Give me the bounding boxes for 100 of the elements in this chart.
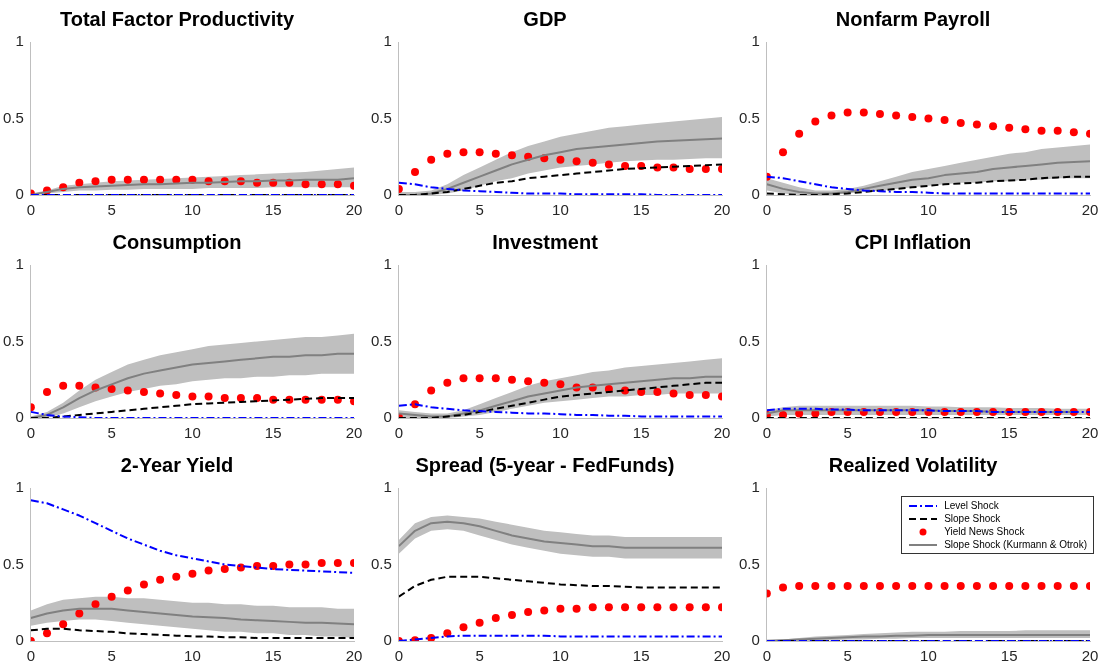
point [701, 164, 710, 173]
x-tick-label: 20 [1081, 424, 1099, 442]
point [940, 116, 949, 125]
point [59, 620, 68, 629]
point [491, 149, 500, 158]
chart-title: Realized Volatility [828, 453, 999, 476]
point [1037, 126, 1046, 135]
x-tick-label: 10 [552, 647, 569, 665]
point [156, 389, 165, 398]
x-tick-label: 15 [632, 424, 650, 442]
y-tick-label: 1 [383, 32, 392, 50]
x-tick-label: 15 [1000, 424, 1018, 442]
x-tick-label: 20 [1081, 647, 1099, 665]
y-tick-label: 1 [751, 255, 760, 273]
x-tick-label: 0 [26, 201, 36, 219]
y-tick-label: 0.5 [370, 108, 392, 126]
x-tick-label: 0 [394, 424, 404, 442]
y-tick-label: 0 [383, 408, 392, 426]
point [908, 112, 917, 121]
point [301, 560, 310, 569]
x-tick-label: 20 [713, 647, 731, 665]
x-tick-label: 5 [475, 201, 484, 219]
x-tick-label: 5 [475, 424, 484, 442]
point [475, 148, 484, 157]
y-tick-label: 0 [383, 631, 392, 649]
point [588, 158, 597, 167]
y-tick-label: 0 [751, 408, 760, 426]
y-tick-label: 0.5 [370, 331, 392, 349]
x-tick-label: 10 [552, 424, 569, 442]
x-tick-label: 5 [843, 424, 852, 442]
legend-label: Slope Shock [944, 512, 1001, 525]
x-tick-label: 10 [552, 201, 569, 219]
x-tick-label: 5 [843, 201, 852, 219]
point [507, 151, 516, 160]
point [459, 148, 468, 157]
y-tick-label: 0.5 [2, 331, 24, 349]
chart-title: GDP [523, 7, 567, 30]
point [427, 155, 436, 164]
point [43, 629, 52, 638]
point [859, 108, 868, 117]
x-tick-label: 5 [107, 424, 116, 442]
point [59, 381, 68, 390]
point [604, 160, 613, 169]
x-tick-label: 15 [632, 201, 650, 219]
point [204, 566, 213, 575]
point [139, 580, 148, 589]
chart-title: Nonfarm Payroll [835, 7, 991, 30]
x-tick-label: 20 [713, 201, 731, 219]
point [572, 157, 581, 166]
y-tick-label: 0 [15, 185, 24, 203]
x-tick-label: 10 [184, 424, 201, 442]
x-tick-label: 20 [345, 647, 363, 665]
point [43, 387, 52, 396]
point [188, 569, 197, 578]
x-tick-label: 15 [1000, 647, 1018, 665]
point [956, 119, 965, 128]
point [285, 560, 294, 569]
point [1005, 123, 1014, 132]
point [317, 558, 326, 567]
point [989, 122, 998, 131]
x-tick-label: 15 [264, 201, 282, 219]
y-tick-label: 0 [751, 631, 760, 649]
point [139, 387, 148, 396]
point [621, 161, 630, 170]
x-tick-label: 10 [920, 201, 937, 219]
point [269, 562, 278, 571]
point [827, 111, 836, 120]
point [1021, 125, 1030, 134]
y-tick-label: 0.5 [738, 331, 760, 349]
point [924, 114, 933, 123]
y-tick-label: 0 [15, 408, 24, 426]
x-tick-label: 0 [26, 424, 36, 442]
point [779, 148, 788, 157]
y-tick-label: 0.5 [2, 554, 24, 572]
x-tick-label: 10 [184, 201, 201, 219]
y-tick-label: 0 [751, 185, 760, 203]
x-tick-label: 20 [713, 424, 731, 442]
x-tick-label: 5 [107, 201, 116, 219]
x-tick-label: 5 [107, 647, 116, 665]
point [204, 392, 213, 401]
legend-label: Slope Shock (Kurmann & Otrok) [944, 538, 1087, 551]
point [107, 384, 116, 393]
y-tick-label: 0 [383, 185, 392, 203]
y-tick-label: 0.5 [370, 554, 392, 572]
y-tick-label: 1 [15, 255, 24, 273]
point [123, 386, 132, 395]
point [875, 109, 884, 118]
point [172, 572, 181, 581]
x-tick-label: 5 [843, 647, 852, 665]
point [123, 586, 132, 595]
x-tick-label: 5 [475, 647, 484, 665]
point [91, 600, 100, 609]
point [1069, 128, 1078, 137]
x-tick-label: 0 [394, 201, 404, 219]
chart-title: Investment [492, 230, 599, 253]
x-tick-label: 15 [264, 424, 282, 442]
chart-title: Total Factor Productivity [59, 7, 295, 30]
x-tick-label: 20 [345, 201, 363, 219]
point [892, 111, 901, 120]
x-tick-label: 20 [1081, 201, 1099, 219]
